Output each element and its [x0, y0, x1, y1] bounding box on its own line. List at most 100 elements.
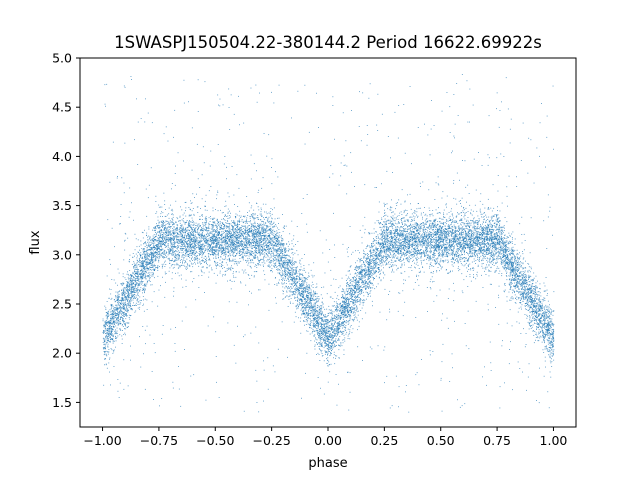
data-point	[338, 304, 340, 305]
data-point	[442, 253, 444, 255]
data-point	[253, 238, 254, 239]
data-point	[383, 221, 384, 223]
data-point	[436, 229, 438, 230]
data-point	[485, 220, 487, 222]
data-point	[531, 325, 532, 326]
data-point	[127, 326, 129, 327]
data-point	[479, 248, 481, 250]
data-point	[464, 160, 466, 162]
data-point	[349, 280, 351, 282]
data-point	[488, 275, 490, 277]
data-point	[214, 239, 216, 241]
data-point	[385, 233, 387, 235]
data-point	[254, 222, 256, 224]
data-point	[238, 243, 240, 245]
data-point	[336, 329, 338, 331]
data-point	[349, 273, 351, 275]
data-point	[125, 304, 127, 306]
data-point	[188, 236, 190, 237]
data-point	[198, 287, 200, 288]
data-point	[188, 225, 190, 226]
data-point	[471, 235, 473, 237]
data-point	[124, 323, 126, 325]
data-point	[541, 302, 543, 304]
data-point	[521, 289, 522, 290]
data-point	[364, 228, 366, 230]
data-point	[148, 280, 150, 282]
data-point	[144, 298, 146, 300]
data-point	[411, 251, 413, 253]
data-point	[411, 247, 413, 249]
data-point	[489, 248, 490, 249]
data-point	[271, 264, 273, 266]
data-point	[383, 238, 385, 240]
data-point	[194, 228, 196, 230]
data-point	[385, 258, 387, 260]
data-point	[302, 285, 304, 287]
data-point	[314, 335, 315, 337]
data-point	[305, 299, 307, 301]
data-point	[143, 290, 145, 292]
data-point	[417, 236, 419, 238]
data-point	[268, 221, 270, 223]
data-point	[398, 247, 400, 248]
data-point	[513, 254, 515, 256]
data-point	[432, 235, 434, 237]
data-point	[428, 207, 430, 209]
data-point	[517, 278, 519, 280]
data-point	[195, 259, 197, 261]
data-point	[121, 343, 123, 344]
data-point	[404, 230, 406, 232]
data-point	[352, 312, 354, 314]
data-point	[320, 335, 322, 336]
data-point	[231, 281, 233, 282]
data-point	[307, 300, 309, 301]
data-point	[374, 254, 376, 256]
data-point	[115, 340, 117, 342]
data-point	[291, 220, 293, 222]
data-point	[290, 276, 291, 278]
data-point	[145, 242, 146, 244]
data-point	[192, 246, 193, 248]
data-point	[327, 335, 329, 337]
data-point	[446, 195, 448, 197]
data-point	[264, 254, 266, 256]
data-point	[354, 307, 356, 309]
data-point	[265, 236, 267, 238]
data-point	[332, 173, 334, 175]
data-point	[199, 253, 201, 255]
data-point	[189, 225, 191, 227]
data-point	[545, 277, 547, 278]
data-point	[463, 250, 465, 252]
data-point	[475, 222, 477, 224]
data-point	[495, 229, 497, 231]
data-point	[173, 238, 175, 240]
data-points	[102, 74, 555, 413]
data-point	[524, 288, 526, 289]
data-point	[293, 290, 295, 292]
data-point	[241, 245, 242, 247]
data-point	[539, 331, 541, 333]
data-point	[194, 230, 195, 232]
data-point	[291, 291, 293, 293]
data-point	[400, 251, 401, 253]
data-point	[455, 243, 457, 245]
data-point	[323, 329, 325, 331]
data-point	[314, 309, 316, 310]
data-point	[192, 260, 193, 261]
data-point	[238, 233, 240, 235]
data-point	[242, 244, 244, 246]
data-point	[409, 247, 411, 248]
data-point	[179, 215, 181, 217]
data-point	[553, 310, 555, 312]
data-point	[173, 295, 174, 297]
data-point	[258, 230, 259, 231]
data-point	[441, 252, 443, 253]
data-point	[548, 310, 550, 312]
data-point	[172, 234, 174, 236]
data-point	[424, 234, 426, 236]
data-point	[330, 296, 332, 298]
data-point	[276, 283, 278, 285]
data-point	[135, 264, 136, 266]
